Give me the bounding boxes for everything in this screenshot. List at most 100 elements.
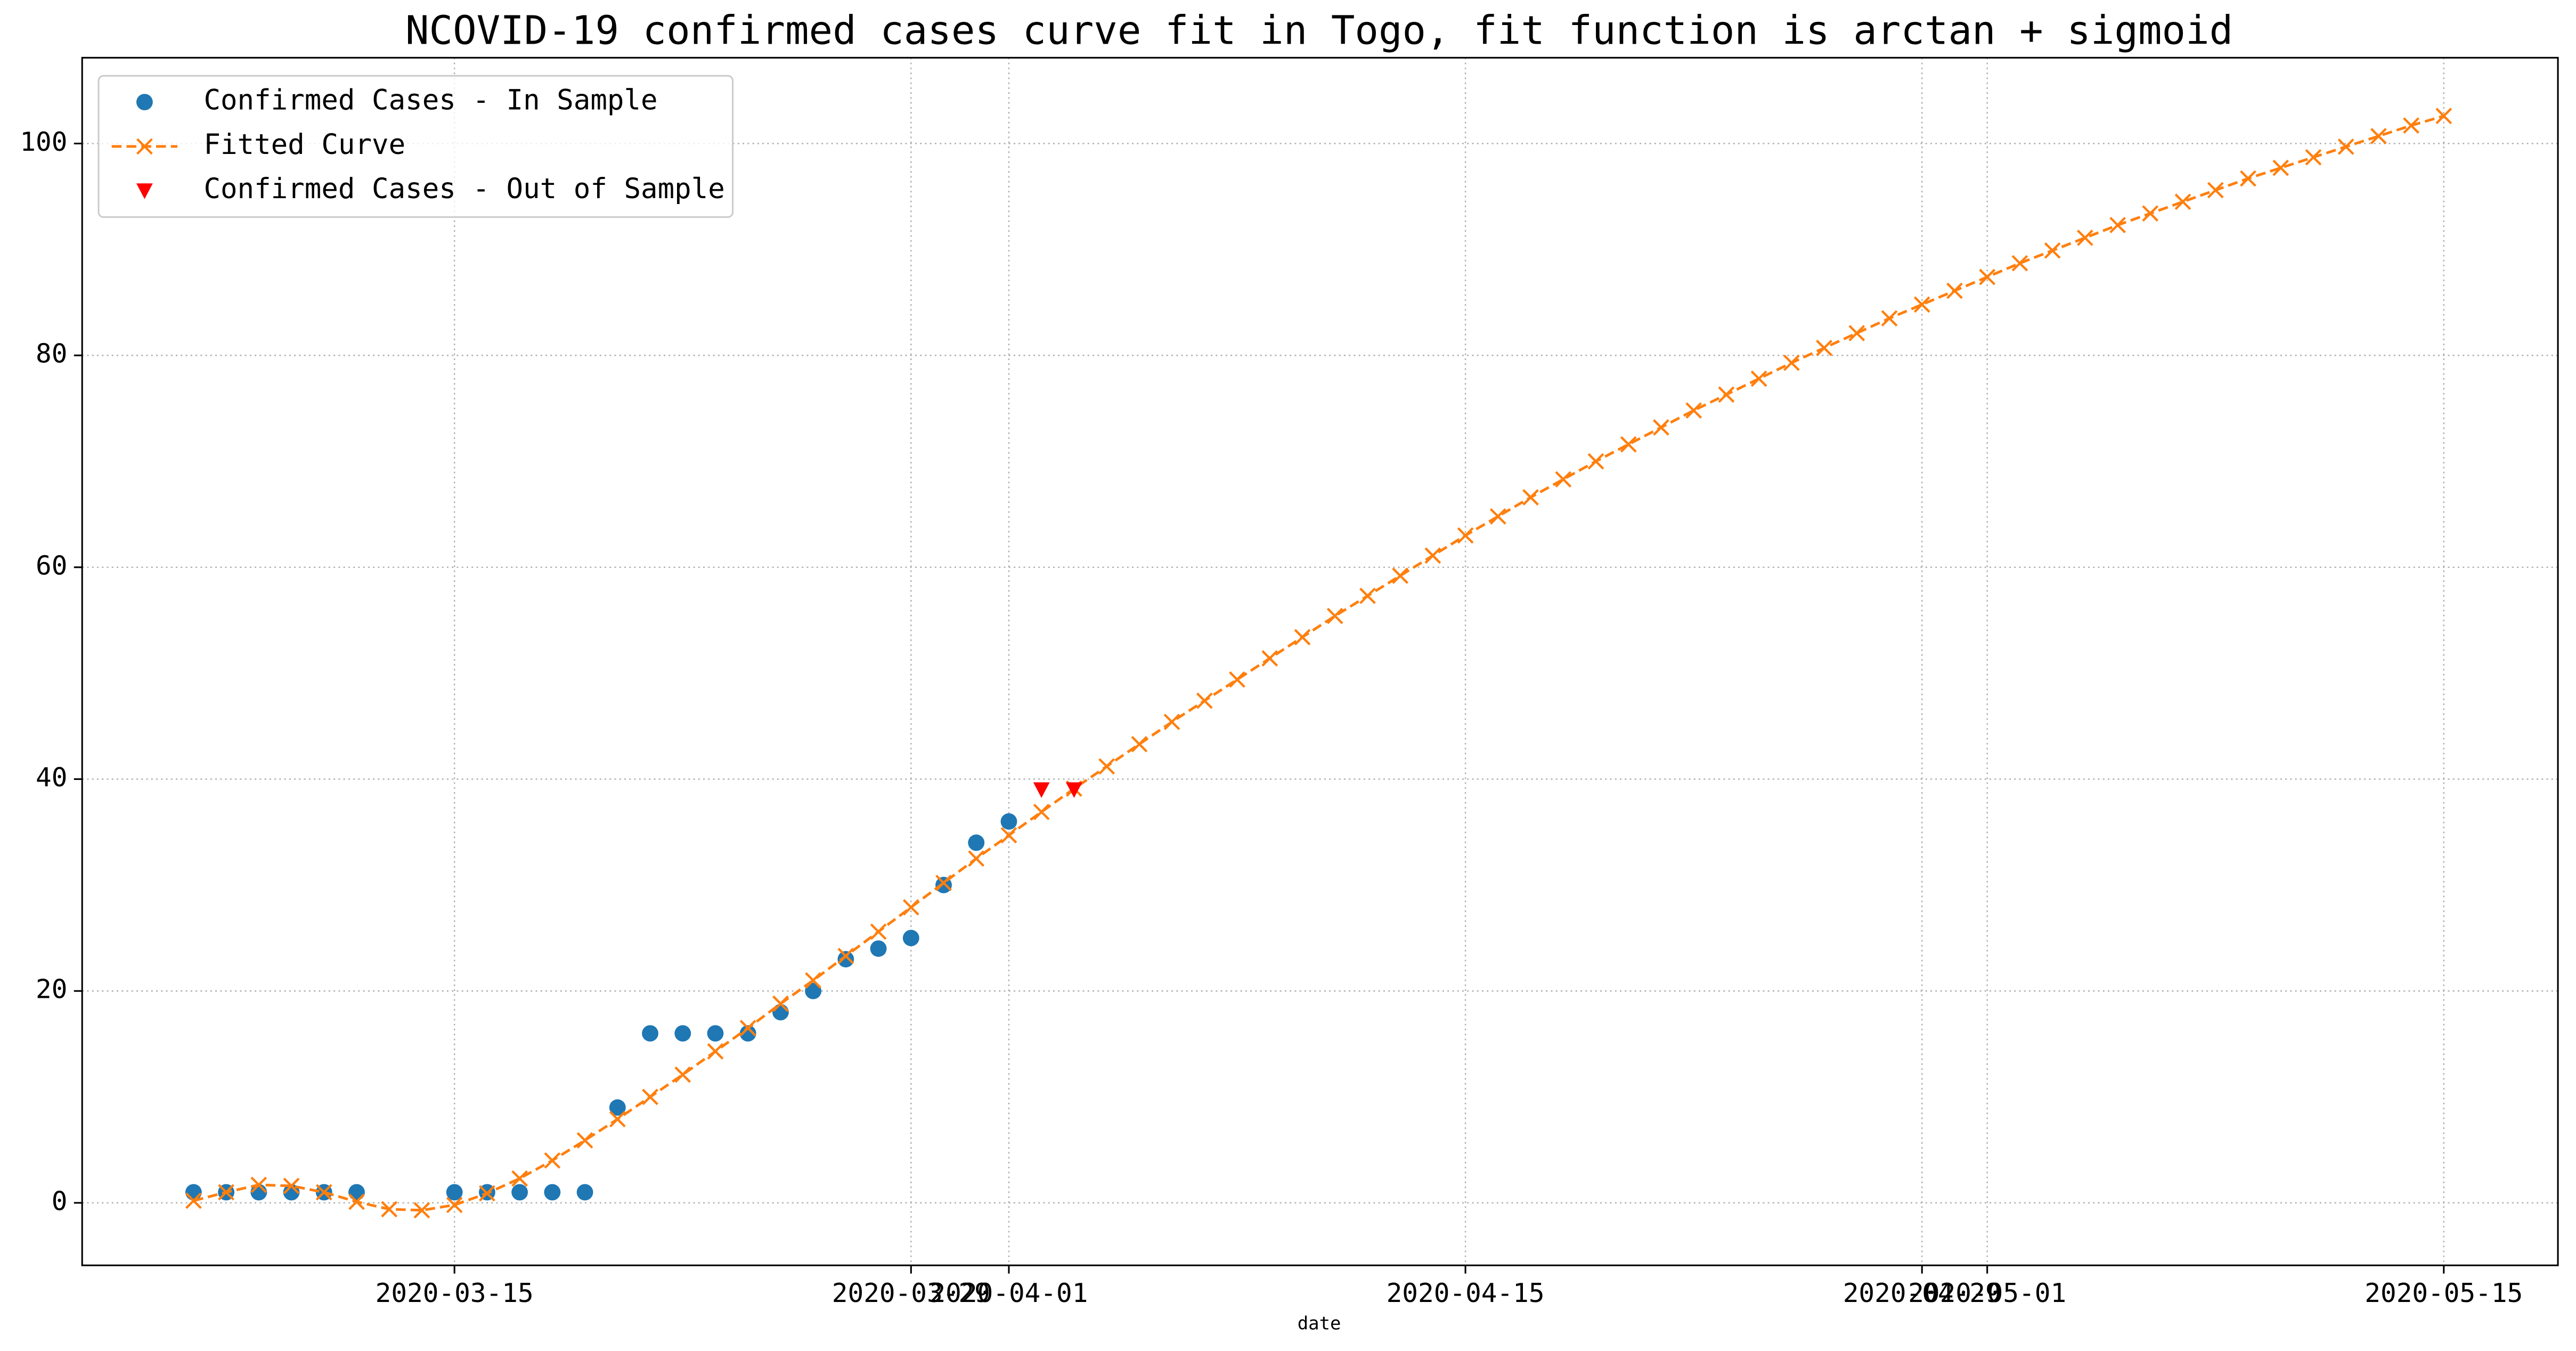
point	[609, 1099, 626, 1116]
point	[968, 850, 985, 867]
legend-label: Confirmed Cases - In Sample	[203, 84, 657, 117]
point	[218, 1184, 235, 1201]
point	[837, 951, 854, 967]
point	[511, 1170, 528, 1187]
point	[739, 1025, 756, 1042]
point	[283, 1177, 300, 1194]
point	[544, 1184, 561, 1201]
chart-title: NCOVID-19 confirmed cases curve fit in T…	[405, 8, 2233, 54]
point	[478, 1185, 495, 1202]
point	[1555, 471, 1572, 488]
point	[935, 874, 952, 891]
point	[739, 1020, 756, 1037]
point	[511, 1184, 528, 1201]
point	[1489, 508, 1506, 525]
point	[2337, 138, 2354, 155]
y-tick-label: 40	[36, 762, 67, 793]
x-tick-label: 2020-03-29	[832, 1277, 990, 1308]
point	[1326, 607, 1343, 624]
point	[576, 1184, 593, 1201]
plot-frame	[81, 56, 2559, 1266]
point	[2174, 193, 2191, 210]
point	[2435, 108, 2452, 125]
point	[837, 948, 854, 964]
legend-label: Confirmed Cases - Out of Sample	[203, 173, 724, 205]
point	[1294, 629, 1311, 646]
x-tick-label: 2020-03-15	[376, 1277, 534, 1308]
point	[1229, 671, 1245, 688]
point	[250, 1176, 267, 1193]
point	[1913, 296, 1930, 313]
point	[1946, 282, 1963, 299]
point	[1359, 588, 1376, 604]
point	[2305, 149, 2322, 166]
y-tick-label: 0	[52, 1185, 68, 1216]
x-tick-label: 2020-04-29	[1843, 1277, 2001, 1308]
point	[674, 1025, 691, 1042]
y-tick-label: 80	[36, 338, 67, 369]
point	[805, 982, 822, 999]
point	[2272, 159, 2289, 176]
point	[1718, 386, 1735, 403]
x-tick-label: 2020-04-01	[930, 1277, 1088, 1308]
point	[1750, 370, 1767, 387]
point	[381, 1201, 398, 1218]
point	[1620, 436, 1637, 453]
legend-label: Fitted Curve	[203, 128, 405, 161]
y-tick-label: 60	[36, 550, 67, 581]
point	[1196, 692, 1213, 709]
x-tick-label: 2020-04-15	[1387, 1277, 1545, 1308]
point	[1163, 713, 1180, 730]
point	[1131, 736, 1148, 753]
point	[2403, 117, 2419, 134]
point	[283, 1184, 300, 1201]
point	[2109, 217, 2126, 233]
legend-marker	[136, 138, 153, 155]
point	[1587, 453, 1604, 470]
point	[968, 834, 985, 851]
point	[1783, 354, 1800, 371]
point	[870, 940, 887, 957]
point	[707, 1025, 724, 1042]
legend-marker	[136, 183, 153, 199]
point	[1033, 803, 1050, 820]
point	[609, 1111, 626, 1128]
point	[2207, 182, 2224, 199]
legend-box	[97, 75, 734, 218]
point	[2011, 255, 2028, 272]
y-tick-label: 100	[20, 126, 67, 157]
point	[2370, 128, 2387, 144]
point	[348, 1193, 365, 1210]
point	[1424, 547, 1441, 564]
point	[1098, 758, 1115, 775]
point	[1261, 650, 1278, 667]
legend: Confirmed Cases - In Sample Fitted Curve C…	[97, 75, 734, 218]
point	[1685, 402, 1702, 419]
point	[902, 930, 919, 947]
point	[1816, 339, 1832, 356]
legend-marker	[136, 94, 153, 111]
point	[642, 1025, 658, 1042]
point	[2240, 170, 2256, 187]
point	[446, 1184, 463, 1201]
x-axis-label: date	[1298, 1313, 1341, 1334]
point	[1522, 489, 1539, 506]
point	[1457, 527, 1474, 544]
point	[772, 995, 789, 1012]
fitted-line	[193, 115, 2444, 1212]
point	[1392, 567, 1409, 584]
point	[1653, 419, 1669, 436]
point	[805, 972, 822, 989]
point	[1979, 268, 1996, 286]
point	[707, 1043, 724, 1060]
point	[1065, 782, 1082, 798]
point	[544, 1152, 561, 1169]
y-tick-label: 20	[36, 974, 67, 1005]
point	[1881, 310, 1898, 327]
point	[2044, 242, 2061, 259]
point	[2076, 229, 2093, 246]
x-tick-label: 2020-05-15	[2365, 1277, 2523, 1308]
